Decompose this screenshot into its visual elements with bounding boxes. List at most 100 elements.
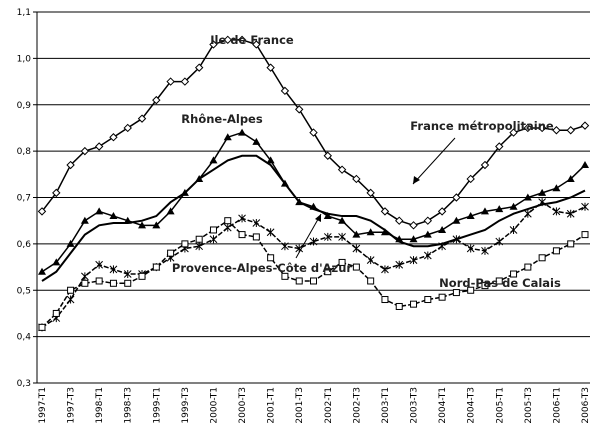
point — [538, 188, 547, 196]
point — [38, 323, 46, 331]
series-line — [41, 131, 586, 273]
point — [552, 247, 560, 255]
point — [509, 202, 518, 210]
point — [352, 244, 361, 253]
point — [66, 295, 75, 304]
point — [367, 277, 375, 285]
point — [81, 272, 89, 281]
point — [338, 258, 346, 266]
y-tick-label: 0,8 — [17, 147, 32, 157]
point — [252, 233, 260, 241]
annotation-arrow — [295, 213, 322, 259]
x-tick-label: 2005-T1 — [495, 387, 505, 424]
point — [223, 223, 232, 232]
x-tick-label: 1997-T1 — [38, 387, 48, 424]
point — [309, 128, 318, 137]
point — [166, 207, 175, 215]
point — [523, 193, 532, 201]
point — [337, 165, 347, 174]
point — [410, 300, 418, 308]
point — [581, 231, 589, 239]
point — [409, 256, 418, 265]
y-tick-label: 0,4 — [17, 333, 32, 343]
point — [366, 256, 375, 265]
point — [538, 198, 546, 207]
point — [338, 232, 346, 241]
point — [95, 207, 104, 215]
series-label: France métropolitaine — [410, 119, 554, 133]
point — [480, 207, 489, 215]
point — [167, 249, 175, 257]
y-tick-label: 1,0 — [17, 54, 32, 64]
point — [67, 286, 75, 294]
point — [152, 95, 161, 105]
point — [324, 268, 332, 276]
point — [523, 123, 533, 133]
point — [381, 296, 389, 304]
point — [52, 258, 61, 266]
point — [552, 207, 561, 216]
point — [480, 160, 490, 170]
point — [238, 128, 247, 136]
point — [80, 216, 89, 224]
point — [538, 254, 546, 262]
point — [295, 105, 304, 114]
x-tick-label: 2002-T3 — [352, 387, 362, 424]
point — [537, 123, 547, 133]
point — [437, 207, 447, 216]
point — [580, 121, 590, 130]
point — [352, 230, 361, 238]
point — [452, 235, 461, 244]
point — [366, 228, 375, 236]
point — [380, 207, 390, 216]
point — [66, 160, 75, 170]
point — [152, 221, 161, 229]
point — [310, 277, 317, 285]
point — [452, 289, 460, 297]
x-tick-label: 2001-T1 — [267, 387, 277, 424]
point — [509, 225, 518, 234]
point — [423, 216, 433, 225]
point — [95, 260, 104, 269]
point — [95, 277, 103, 285]
point — [137, 114, 147, 123]
point — [237, 35, 247, 45]
point — [123, 123, 132, 133]
x-tick-label: 1999-T3 — [181, 387, 191, 424]
point — [395, 302, 403, 310]
x-tick-label: 2005-T3 — [524, 387, 534, 424]
point — [466, 212, 475, 220]
point — [352, 174, 361, 184]
point — [566, 174, 575, 182]
point — [481, 282, 489, 290]
point — [438, 242, 446, 251]
point — [195, 242, 204, 251]
y-tick-label: 0,7 — [17, 194, 31, 204]
point — [452, 216, 461, 224]
y-tick-label: 0,5 — [17, 286, 31, 296]
point — [37, 207, 47, 216]
series-label: Nord-Pas de Calais — [439, 276, 561, 290]
point — [209, 156, 218, 164]
point — [180, 77, 190, 86]
arrow-head — [413, 176, 420, 184]
point — [224, 217, 232, 225]
x-tick-label: 2001-T3 — [295, 387, 305, 424]
point — [238, 231, 246, 239]
point — [438, 293, 446, 301]
point — [424, 296, 432, 304]
x-tick-label: 2000-T3 — [238, 387, 248, 424]
x-tick-label: 2006-T1 — [552, 387, 562, 424]
point — [80, 146, 90, 156]
point — [109, 212, 118, 220]
point — [166, 77, 175, 86]
point — [38, 267, 46, 275]
point — [195, 235, 203, 243]
point — [209, 235, 218, 244]
point — [52, 188, 61, 198]
series-label: Ile de France — [210, 33, 294, 47]
point — [552, 184, 561, 192]
point — [109, 265, 118, 274]
point — [566, 209, 575, 218]
point — [395, 260, 404, 269]
